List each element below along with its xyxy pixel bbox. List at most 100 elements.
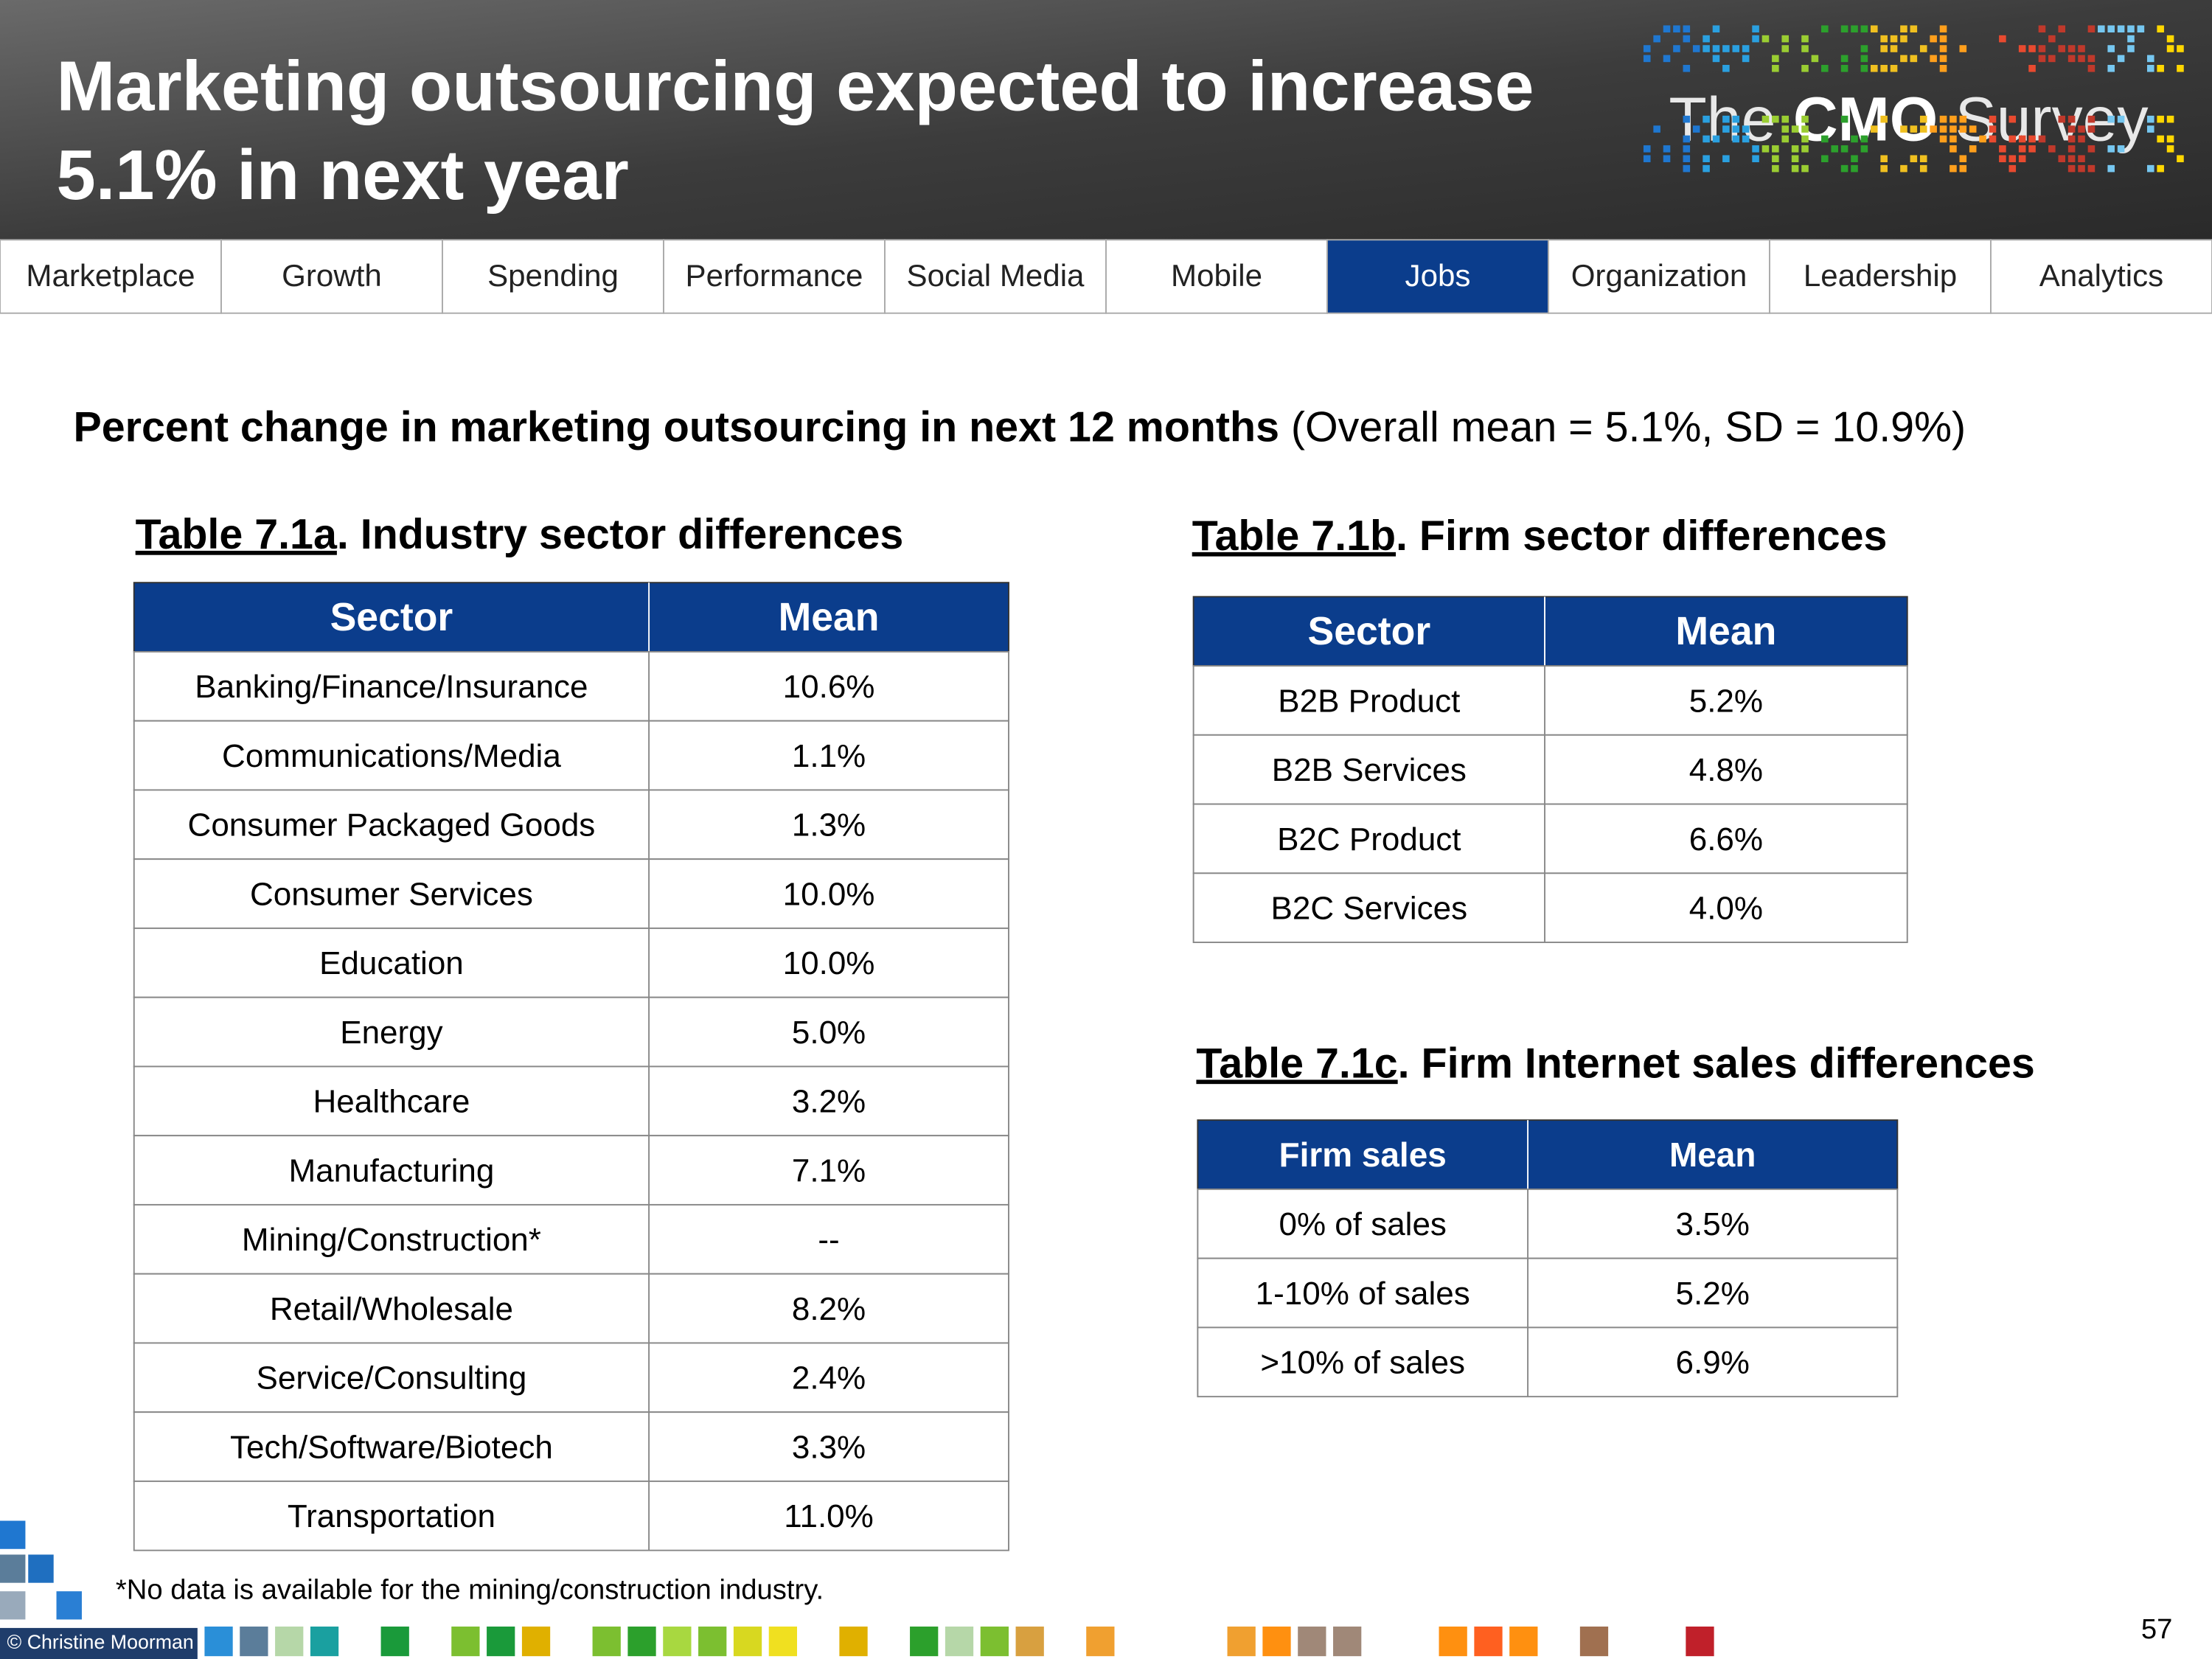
table-title: Table 7.1c. Firm Internet sales differen… xyxy=(1196,1040,2034,1088)
footnote: *No data is available for the mining/con… xyxy=(116,1573,824,1605)
table-header-bg xyxy=(133,582,1009,653)
table-title-text: . Firm Internet sales differences xyxy=(1398,1040,2035,1088)
logo-pixels xyxy=(1643,25,2184,173)
nav-tab[interactable]: Analytics xyxy=(2039,258,2163,293)
nav-tab-bg xyxy=(1990,239,2212,314)
table-cell: 8.2% xyxy=(792,1291,866,1327)
table-cell: Education xyxy=(319,945,464,981)
table-cell: Banking/Finance/Insurance xyxy=(195,669,588,705)
nav-tab-bg xyxy=(1548,239,1770,314)
table-row xyxy=(133,858,1009,929)
table-cell: B2B Services xyxy=(1272,752,1467,788)
table-cell: 3.2% xyxy=(792,1084,866,1120)
nav-tab[interactable]: Mobile xyxy=(1171,258,1262,293)
table-cell: Consumer Services xyxy=(250,877,533,913)
nav-tab[interactable]: Marketplace xyxy=(26,258,195,293)
table-cell: 4.0% xyxy=(1689,891,1763,927)
table-row xyxy=(133,927,1009,998)
table-row xyxy=(1192,665,1908,736)
table-cell: Service/Consulting xyxy=(257,1360,527,1397)
table-cell: 4.8% xyxy=(1689,752,1763,788)
copyright: © Christine Moorman xyxy=(7,1631,194,1653)
table-row xyxy=(133,1065,1009,1137)
table-cell: Manufacturing xyxy=(289,1153,495,1189)
column-header: Sector xyxy=(330,596,453,639)
table-title: Table 7.1b. Firm sector differences xyxy=(1192,512,1888,560)
table-title: Table 7.1a. Industry sector differences xyxy=(136,511,904,558)
column-header: Mean xyxy=(779,596,880,639)
title-line: Marketing outsourcing expected to increa… xyxy=(57,47,1534,126)
table-label: Table 7.1c xyxy=(1196,1040,1397,1088)
nav-tab-bg xyxy=(1326,239,1549,314)
table-cell: 7.1% xyxy=(792,1153,866,1189)
table-header-bg xyxy=(1197,1119,1899,1190)
table-cell: 11.0% xyxy=(784,1498,874,1534)
table-row xyxy=(133,720,1009,791)
nav-tab[interactable]: Jobs xyxy=(1405,258,1471,293)
table-cell: Tech/Software/Biotech xyxy=(230,1430,553,1466)
table-cell: 1-10% of sales xyxy=(1256,1276,1470,1312)
table-cell: 3.5% xyxy=(1676,1206,1750,1242)
table-cell: 6.9% xyxy=(1676,1345,1750,1381)
nav-tab-bg xyxy=(884,239,1107,314)
table-cell: 2.4% xyxy=(792,1360,866,1397)
table-cell: B2C Services xyxy=(1271,891,1468,927)
page-number: 57 xyxy=(2141,1613,2173,1645)
tables: Table 7.1a. Industry sector differences S… xyxy=(133,511,2035,1551)
table-label: Table 7.1a xyxy=(136,511,338,558)
nav-tab[interactable]: Growth xyxy=(282,258,382,293)
title-line: 5.1% in next year xyxy=(57,136,629,215)
table-cell: -- xyxy=(818,1222,839,1258)
table-row xyxy=(1192,872,1908,944)
table-row xyxy=(133,996,1009,1068)
table-row xyxy=(133,1203,1009,1275)
nav-tab[interactable]: Spending xyxy=(487,258,619,293)
table-cell: 3.3% xyxy=(792,1430,866,1466)
table-row xyxy=(133,1480,1009,1551)
table-cell: 1.1% xyxy=(792,738,866,774)
column-header: Sector xyxy=(1307,610,1430,653)
table-title-text: . Industry sector differences xyxy=(337,511,903,558)
table-cell: Energy xyxy=(340,1015,442,1051)
nav-tab-bg xyxy=(0,239,222,314)
table-row xyxy=(133,789,1009,860)
nav-tab[interactable]: Performance xyxy=(686,258,863,293)
table-cell: >10% of sales xyxy=(1260,1345,1465,1381)
table-cell: Retail/Wholesale xyxy=(270,1291,513,1327)
table-row xyxy=(1192,803,1908,874)
nav-tab-bg xyxy=(663,239,886,314)
nav-bar: Marketplace Growth Spending Performance Soci… xyxy=(0,239,2212,314)
table-row xyxy=(1197,1257,1899,1329)
table-row xyxy=(133,1273,1009,1344)
column-header: Mean xyxy=(1669,1135,1756,1174)
table-cell: 5.0% xyxy=(792,1015,866,1051)
table-row xyxy=(1197,1188,1899,1259)
table-cell: 5.2% xyxy=(1676,1276,1750,1312)
nav-tab-bg xyxy=(220,239,443,314)
nav-tab[interactable]: Organization xyxy=(1571,258,1747,293)
table-cell: B2C Product xyxy=(1277,821,1461,858)
table-cell: Transportation xyxy=(288,1498,495,1534)
table-cell: 10.0% xyxy=(783,877,875,913)
table-cell: 1.3% xyxy=(792,807,866,844)
table-cell: 10.6% xyxy=(783,669,875,705)
table-cell: Communications/Media xyxy=(222,738,561,774)
table-cell: 10.0% xyxy=(783,945,875,981)
column-header: Firm sales xyxy=(1279,1135,1447,1174)
table-cell: 6.6% xyxy=(1689,821,1763,858)
table-row xyxy=(1192,734,1908,805)
column-header: Mean xyxy=(1675,610,1776,653)
table-cell: 5.2% xyxy=(1689,683,1763,719)
table-row xyxy=(133,1342,1009,1413)
nav-tab[interactable]: Social Media xyxy=(907,258,1085,293)
table-row xyxy=(133,1135,1009,1206)
logo: The CMO Survey xyxy=(1669,85,2148,154)
table-cell: B2B Product xyxy=(1278,683,1460,719)
copyright-bg xyxy=(0,1627,198,1659)
nav-tab-bg xyxy=(442,239,664,314)
nav-tab[interactable]: Leadership xyxy=(1804,258,1957,293)
nav-tab-bg xyxy=(1769,239,1992,314)
table-row xyxy=(1197,1326,1899,1398)
subtitle: Percent change in marketing outsourcing … xyxy=(73,404,1966,451)
